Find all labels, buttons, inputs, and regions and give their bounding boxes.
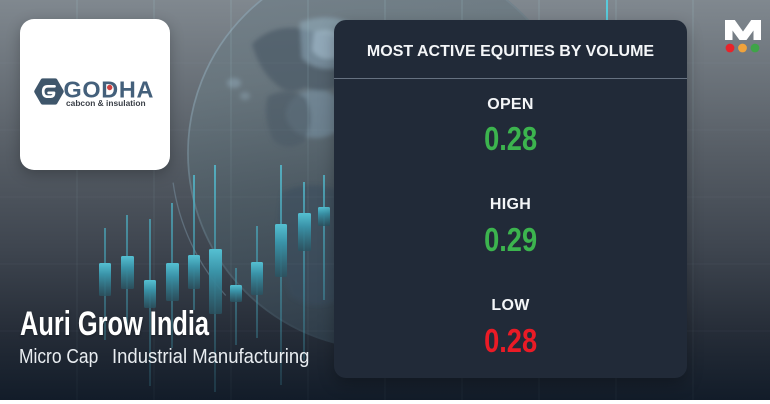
svg-text:cabcon & insulation: cabcon & insulation	[66, 98, 146, 108]
